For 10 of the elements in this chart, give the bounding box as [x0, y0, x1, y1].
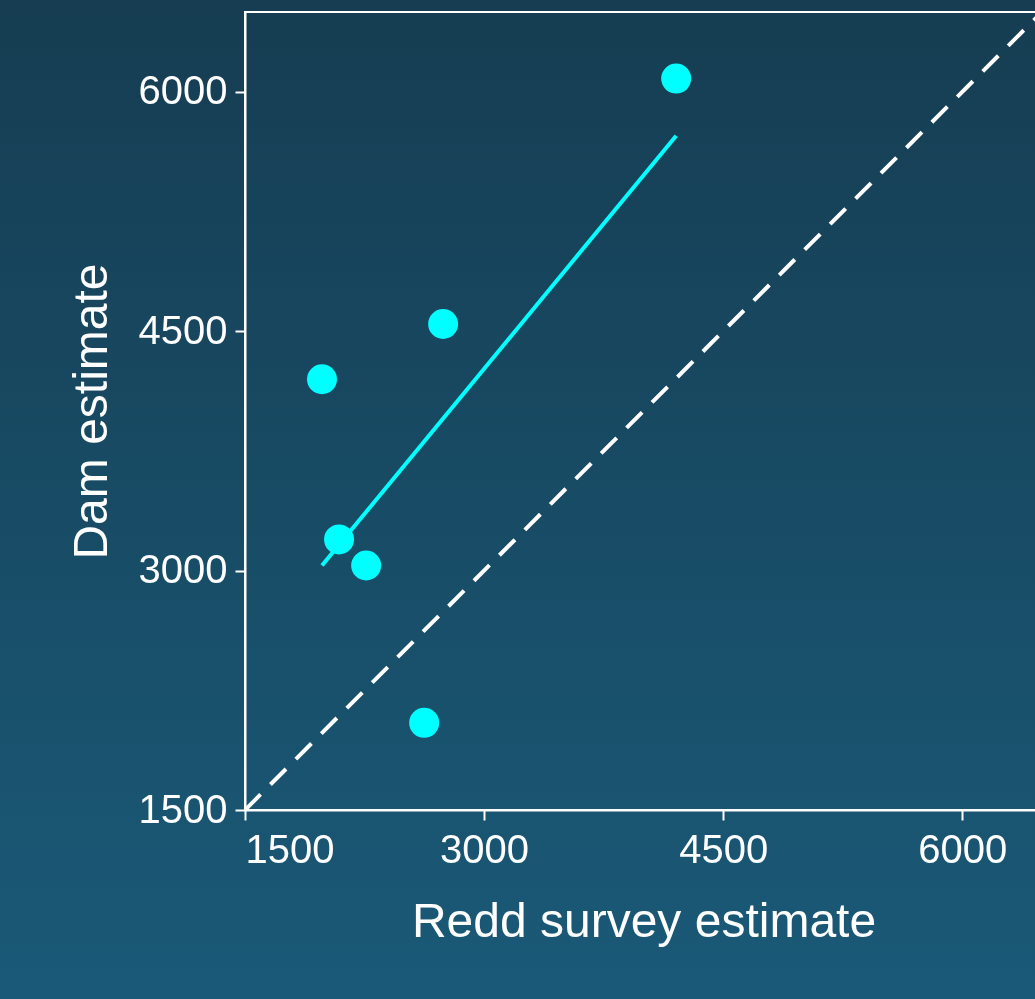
x-tick-label: 4500: [679, 826, 769, 871]
y-tick-label: 4500: [138, 307, 228, 352]
x-tick-label: 1500: [245, 826, 335, 871]
y-axis-title: Dam estimate: [63, 263, 117, 560]
y-tick-label: 6000: [138, 68, 228, 113]
x-tick-label: 6000: [918, 826, 1008, 871]
x-tick-label: 3000: [440, 826, 530, 871]
y-tick-label: 1500: [138, 786, 228, 831]
x-axis-title: Redd survey estimate: [411, 893, 877, 947]
y-tick-label: 3000: [138, 547, 228, 592]
